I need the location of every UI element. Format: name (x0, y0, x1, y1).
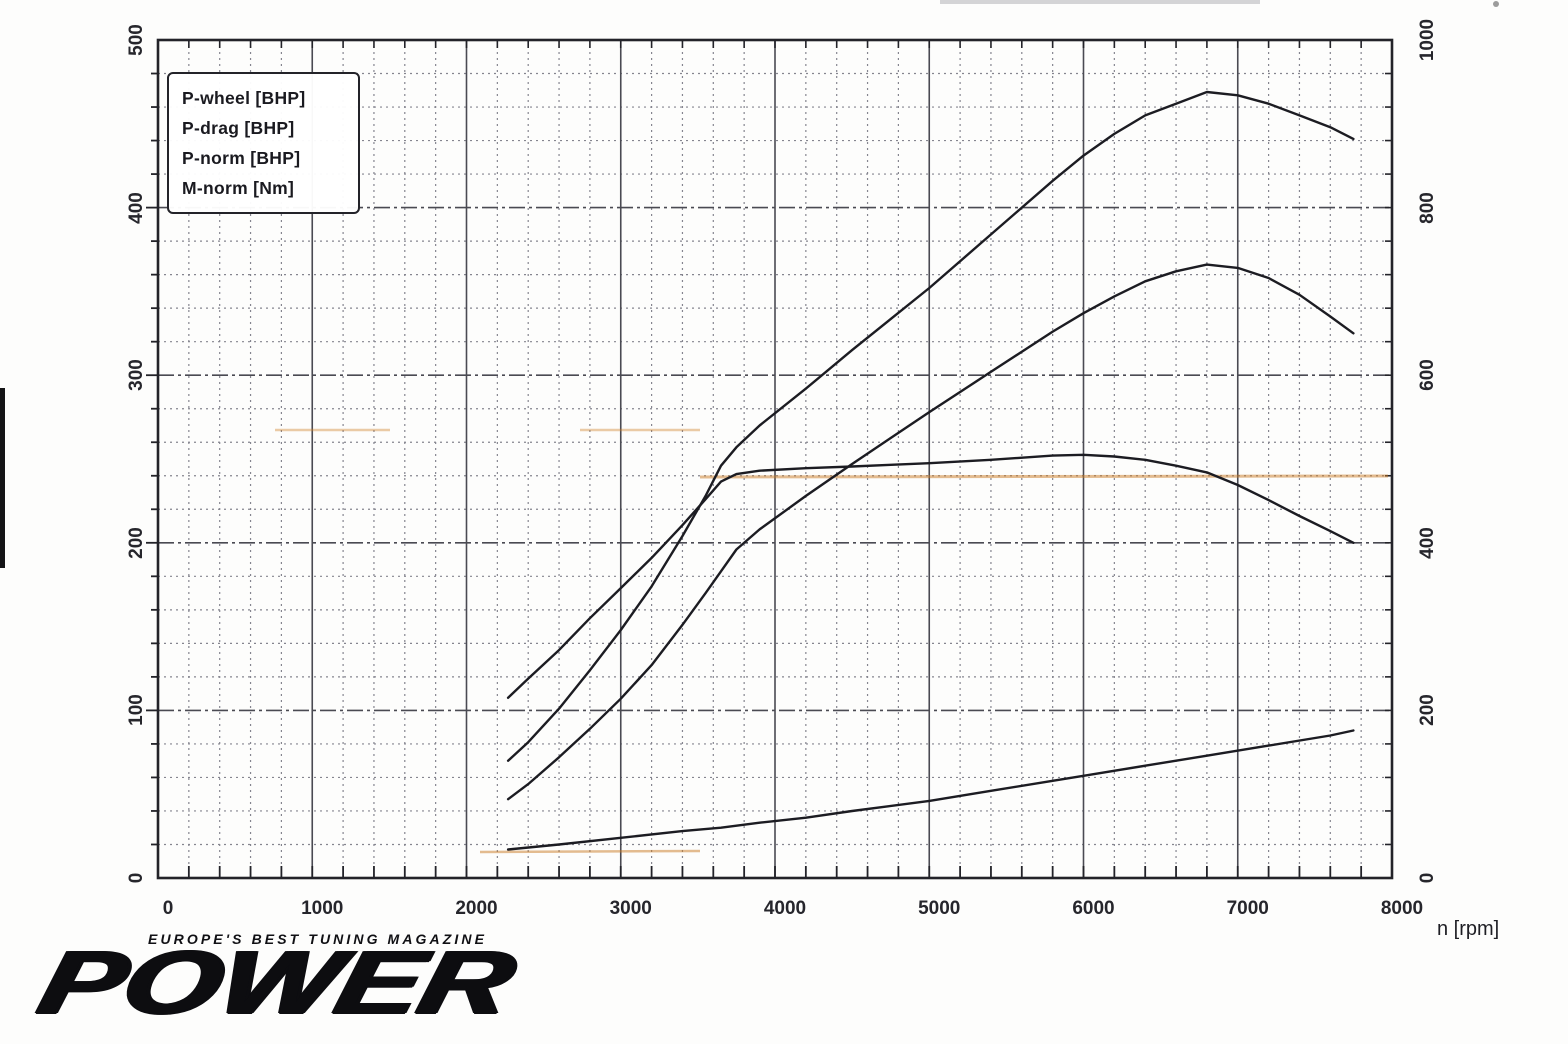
x-tick-label: 6000 (1072, 898, 1115, 919)
x-tick-label: 4000 (763, 898, 807, 919)
y-right-tick-label: 400 (1417, 526, 1438, 559)
x-tick-label: 7000 (1226, 898, 1269, 919)
x-tick-label: 8000 (1380, 898, 1424, 919)
chart-legend: P-wheel [BHP] P-drag [BHP] P-norm [BHP] … (167, 72, 360, 214)
legend-item-p-drag: P-drag [BHP] (182, 118, 295, 138)
legend-item-p-norm: P-norm [BHP] (182, 148, 301, 168)
y-left-tick-label: 100 (126, 694, 147, 727)
y-left-tick-label: 300 (126, 359, 147, 392)
scan-smudge (1493, 1, 1499, 7)
curve-p-wheel (506, 263, 1355, 801)
scan-color-streak (699, 474, 1389, 479)
y-left-tick-label: 400 (126, 191, 147, 224)
y-right-tick-label: 800 (1417, 191, 1438, 224)
scan-color-streak (479, 849, 701, 854)
x-tick-label: 1000 (301, 898, 344, 919)
x-tick-label: 5000 (918, 898, 961, 919)
scan-smudge (940, 0, 1260, 4)
x-axis-title: n [rpm] (1437, 918, 1500, 940)
power-magazine-logo: POWER (28, 933, 523, 1033)
x-tick-label: 0 (162, 898, 174, 919)
curve-m-norm (506, 453, 1355, 699)
y-left-tick-label: 0 (126, 872, 147, 884)
y-left-tick-label: 500 (126, 24, 147, 56)
y-right-tick-label: 600 (1417, 359, 1438, 392)
y-left-tick-label: 200 (126, 526, 147, 559)
scan-edge-artifact (0, 388, 5, 568)
legend-item-p-wheel: P-wheel [BHP] (182, 88, 306, 108)
x-tick-label: 3000 (609, 898, 652, 919)
magazine-tagline: EUROPE'S BEST TUNING MAGAZINE (148, 931, 488, 947)
curve-p-norm (506, 90, 1355, 762)
y-right-tick-label: 0 (1417, 872, 1438, 884)
plot-border (156, 38, 1394, 880)
x-tick-label: 2000 (455, 898, 498, 919)
legend-item-m-norm: M-norm [Nm] (182, 178, 295, 198)
curve-p-drag (506, 729, 1355, 851)
y-right-tick-label: 200 (1417, 694, 1438, 727)
y-right-tick-label: 1000 (1417, 18, 1438, 62)
